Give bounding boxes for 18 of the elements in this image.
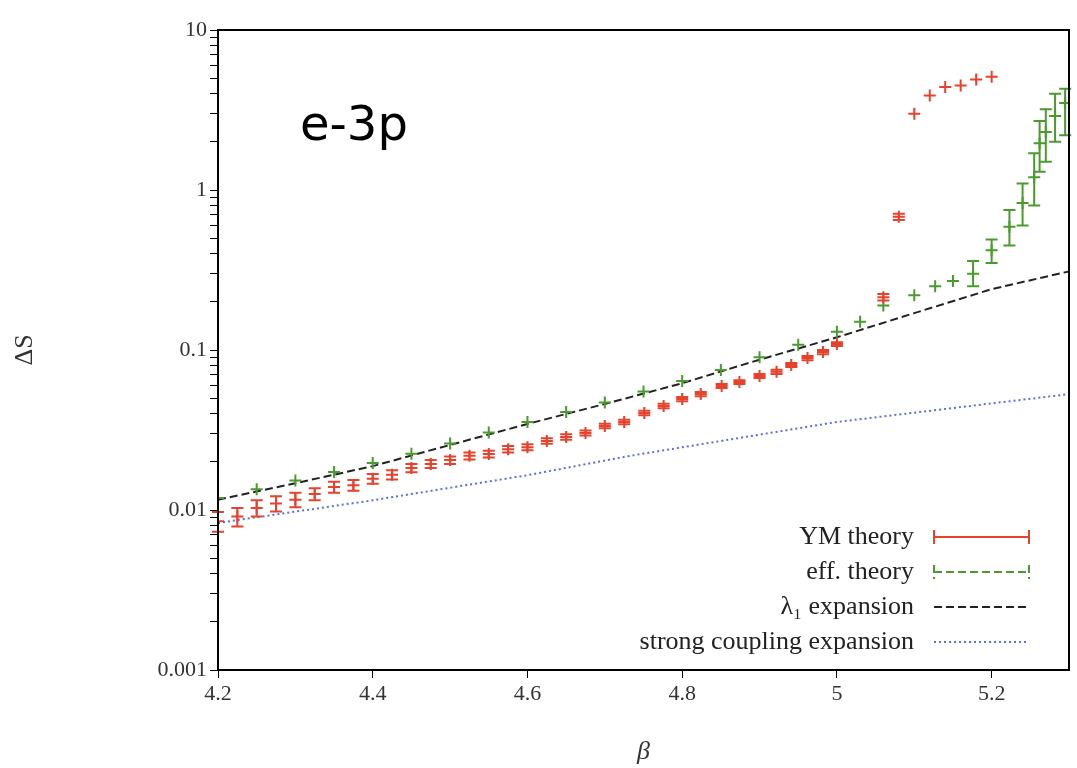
x-tick-label: 4.6 xyxy=(513,679,542,705)
y-tick-label: 1 xyxy=(196,175,207,201)
x-tick-label: 5.2 xyxy=(977,679,1006,705)
y-tick-label: 10 xyxy=(185,15,207,41)
legend-label: strong coupling expansion xyxy=(639,625,914,655)
legend-label: YM theory xyxy=(799,520,914,550)
x-axis-title: β xyxy=(636,736,651,766)
annotation: e-3p xyxy=(300,95,408,151)
legend-label: λ₁ expansion xyxy=(780,590,914,620)
x-tick-label: 5 xyxy=(831,679,843,705)
legend-label: eff. theory xyxy=(806,555,914,585)
x-tick-label: 4.4 xyxy=(358,679,387,705)
x-tick-label: 4.8 xyxy=(668,679,696,705)
y-tick-label: 0.001 xyxy=(157,655,207,681)
x-tick-label: 4.2 xyxy=(204,679,232,705)
y-axis-title: ΔS xyxy=(9,334,39,366)
y-tick-label: 0.01 xyxy=(168,495,207,521)
y-tick-label: 0.1 xyxy=(179,335,207,361)
